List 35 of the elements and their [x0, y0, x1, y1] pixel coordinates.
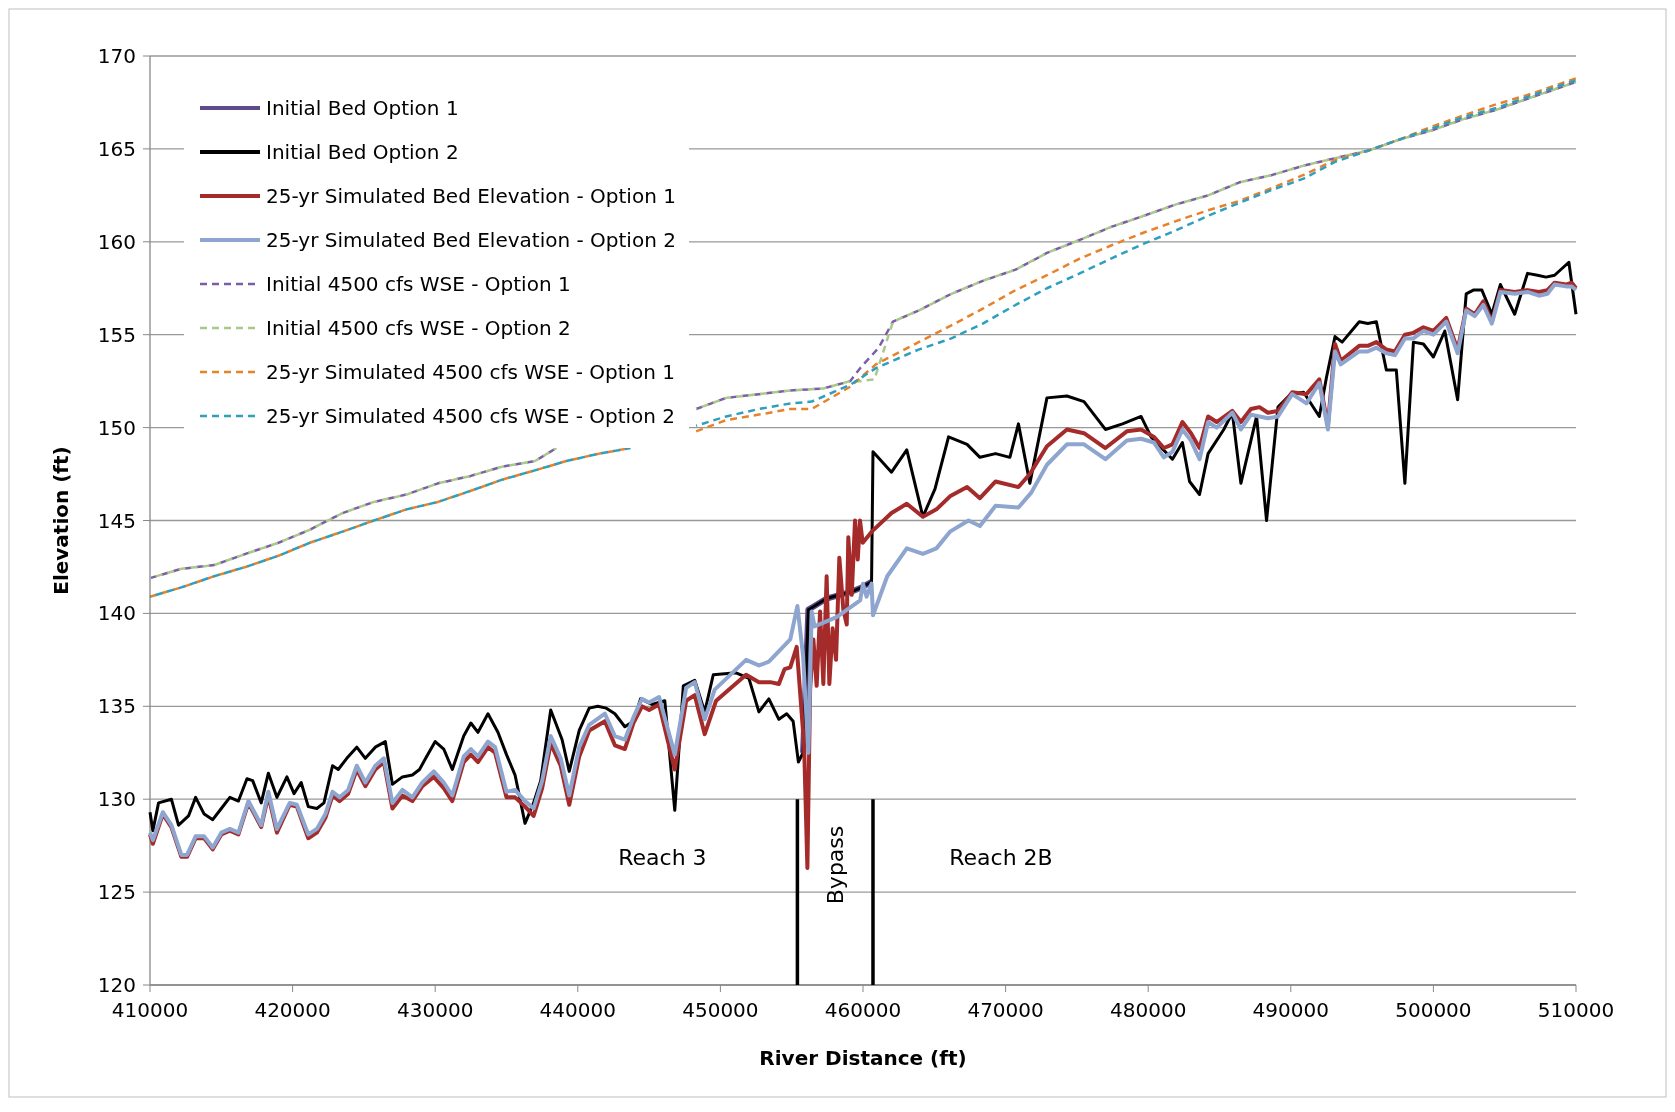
x-axis-title: River Distance (ft) — [759, 1046, 967, 1070]
x-tick-label: 500000 — [1395, 998, 1472, 1022]
x-tick-label: 460000 — [824, 998, 902, 1022]
y-tick-label: 140 — [97, 601, 136, 626]
y-tick-label: 150 — [97, 415, 136, 440]
legend-label: 25-yr Simulated 4500 cfs WSE - Option 1 — [266, 360, 676, 384]
x-tick-label: 480000 — [1110, 998, 1187, 1022]
legend-label: Initial Bed Option 2 — [266, 140, 459, 164]
y-tick-label: 165 — [97, 136, 136, 161]
y-axis-title: Elevation (ft) — [49, 446, 73, 595]
annotation: Reach 2B — [949, 844, 1053, 870]
legend-label: 25-yr Simulated Bed Elevation - Option 1 — [266, 184, 676, 208]
x-tick-label: 440000 — [539, 998, 616, 1022]
y-tick-label: 170 — [97, 44, 136, 68]
x-tick-label: 410000 — [111, 998, 189, 1022]
legend-label: Initial 4500 cfs WSE - Option 2 — [266, 316, 571, 340]
legend-label: Initial 4500 cfs WSE - Option 1 — [266, 272, 571, 296]
legend-label: Initial Bed Option 1 — [266, 96, 459, 120]
y-tick-label: 160 — [97, 229, 136, 254]
x-tick-label: 470000 — [967, 998, 1044, 1022]
y-tick-label: 125 — [97, 880, 136, 905]
y-tick-label: 120 — [97, 973, 136, 997]
x-tick-label: 510000 — [1537, 998, 1615, 1022]
legend-label: 25-yr Simulated 4500 cfs WSE - Option 2 — [266, 404, 676, 428]
annotation: Bypass — [822, 825, 848, 905]
y-tick-label: 130 — [97, 787, 136, 812]
y-tick-label: 145 — [97, 508, 136, 533]
legend-label: 25-yr Simulated Bed Elevation - Option 2 — [266, 228, 676, 252]
x-tick-label: 420000 — [254, 998, 331, 1022]
annotation: Reach 3 — [618, 844, 707, 870]
x-tick-label: 450000 — [682, 998, 759, 1022]
x-tick-label: 490000 — [1252, 998, 1329, 1022]
y-tick-label: 155 — [97, 322, 136, 347]
y-tick-label: 135 — [97, 694, 136, 719]
x-tick-label: 430000 — [397, 998, 474, 1022]
